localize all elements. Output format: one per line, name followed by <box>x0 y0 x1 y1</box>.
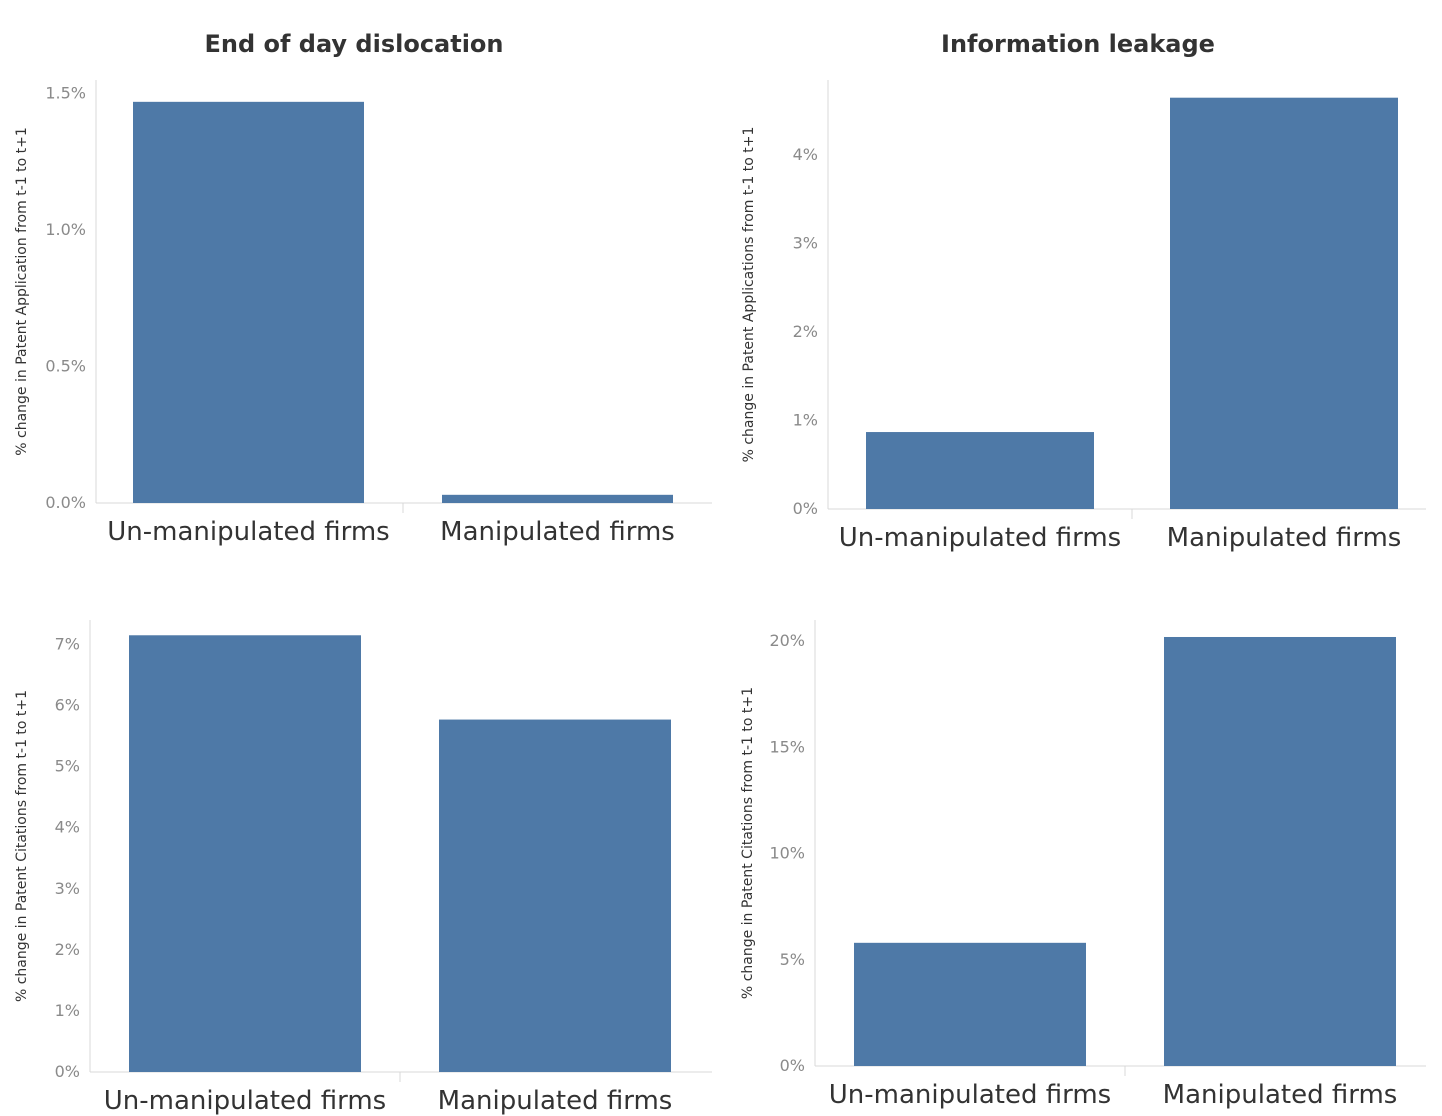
bar-chart-4: 0% 5% 10% 15% 20% Un-manipulated firms Manipul… <box>740 620 1426 1110</box>
y-tick-label: 0% <box>793 499 818 518</box>
y-tick-label: 2% <box>793 322 818 341</box>
bar-un-manipulated-firms <box>854 942 1086 1066</box>
bar-manipulated-firms <box>439 719 671 1072</box>
bar-un-manipulated-firms <box>866 432 1094 509</box>
y-axis-title: % change in Patent Application from t-1 … <box>14 127 30 455</box>
y-tick-label: 0.0% <box>45 493 86 512</box>
x-category-label: Un-manipulated firms <box>839 523 1121 553</box>
y-tick-label: 4% <box>793 145 818 164</box>
y-axis-title: % change in Patent Citations from t-1 to… <box>14 690 30 1002</box>
y-tick-label: 3% <box>55 879 80 898</box>
y-tick-label: 0% <box>55 1062 80 1081</box>
bar-un-manipulated-firms <box>129 635 361 1072</box>
y-tick-label: 0% <box>780 1056 805 1075</box>
y-tick-label: 15% <box>769 737 805 756</box>
chart-title-end-of-day-dislocation: End of day dislocation <box>204 30 504 58</box>
y-tick-label: 3% <box>793 234 818 253</box>
chart-title-information-leakage: Information leakage <box>941 30 1215 58</box>
x-category-label: Un-manipulated firms <box>829 1080 1111 1110</box>
y-tick-label: 1.0% <box>45 220 86 239</box>
y-tick-label: 2% <box>55 940 80 959</box>
x-category-label: Manipulated firms <box>1167 523 1402 553</box>
y-tick-label: 0.5% <box>45 357 86 376</box>
bar-manipulated-firms <box>442 494 673 503</box>
bar-manipulated-firms <box>1170 97 1398 509</box>
y-axis-title: % change in Patent Citations from t-1 to… <box>740 687 756 999</box>
bar-manipulated-firms <box>1164 636 1396 1066</box>
x-category-label: Manipulated firms <box>440 517 675 547</box>
y-tick-label: 20% <box>769 631 805 650</box>
bar-chart-3: 0% 1% 2% 3% 4% 5% 6% 7% Un-manipulated firms Mani… <box>14 620 712 1116</box>
y-tick-label: 1% <box>793 411 818 430</box>
y-tick-label: 1% <box>55 1001 80 1020</box>
x-category-label: Un-manipulated firms <box>107 517 389 547</box>
bar-chart-2: 0% 1% 2% 3% 4% Un-manipulated firms Manipulate… <box>741 80 1426 553</box>
y-axis-title: % change in Patent Applications from t-1… <box>741 127 757 463</box>
x-category-label: Manipulated firms <box>438 1086 673 1116</box>
y-tick-label: 7% <box>55 634 80 653</box>
y-tick-label: 1.5% <box>45 84 86 103</box>
x-category-label: Manipulated firms <box>1163 1080 1398 1110</box>
y-tick-label: 4% <box>55 818 80 837</box>
bar-un-manipulated-firms <box>133 101 364 503</box>
y-tick-label: 10% <box>769 844 805 863</box>
y-tick-label: 6% <box>55 696 80 715</box>
y-tick-label: 5% <box>780 950 805 969</box>
x-category-label: Un-manipulated firms <box>104 1086 386 1116</box>
bar-chart-1: 0.0% 0.5% 1.0% 1.5% Un-manipulated firms Mani… <box>14 80 712 547</box>
y-tick-label: 5% <box>55 757 80 776</box>
